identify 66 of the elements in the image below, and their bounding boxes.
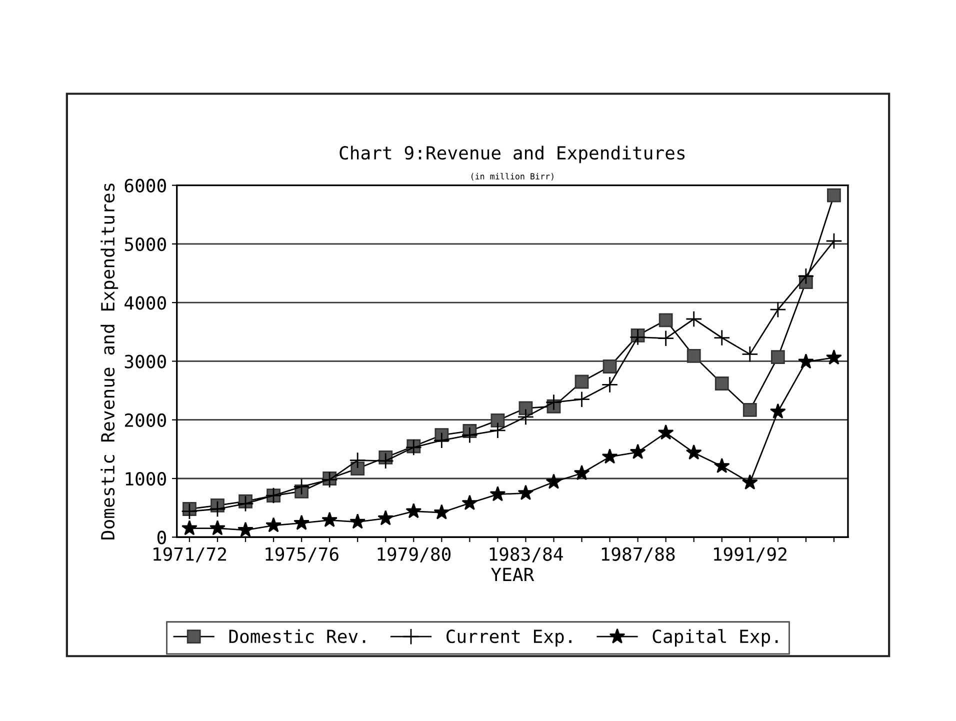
point [798,353,814,369]
point [349,452,366,469]
point [770,403,786,419]
point [293,478,310,496]
x-tick-label: 1983/84 [490,547,563,562]
y-tick-label: 0 [157,530,166,544]
point [461,426,478,444]
y-axis-title: Domestic Revenue and Expenditures [100,184,118,540]
point [742,346,758,363]
y-tick-label: 5000 [124,237,166,252]
legend-label: Current Exp. [446,630,572,647]
x-axis-title: YEAR [491,568,534,582]
x-tick-label: 1975/76 [266,547,338,562]
y-tick-label: 3000 [124,354,166,368]
point [210,520,226,536]
point [574,464,590,480]
point [545,394,562,411]
point [658,424,674,440]
point [601,376,618,394]
point [433,432,450,449]
point [181,503,198,520]
point [322,512,338,528]
point [546,474,562,489]
point [714,329,730,346]
point [629,328,646,346]
point [462,494,478,510]
point [826,232,842,250]
point [602,448,618,464]
point [517,408,534,426]
point [377,452,394,470]
point [742,474,758,490]
point [490,486,506,502]
point [714,458,730,474]
y-tick-label: 1000 [126,472,166,486]
y-tick-label: 4000 [124,296,166,310]
point [686,444,702,460]
x-tick-label: 1971/72 [154,547,226,562]
point [770,301,786,318]
point [406,503,422,518]
point [518,484,534,500]
point [321,471,338,488]
point [798,268,814,285]
point [294,514,310,530]
point [209,500,226,518]
point [686,310,702,328]
point [237,495,254,512]
point [378,510,394,526]
x-tick-label: 1987/88 [602,547,675,562]
legend-label: Domestic Rev. [229,629,366,644]
point [238,522,254,537]
y-tick-label: 6000 [124,178,166,192]
point [573,391,590,408]
point [630,444,646,459]
point [266,517,282,532]
y-tick-label: 2000 [125,413,166,428]
chart-subtitle: (in million Birr) [472,172,554,180]
point [182,520,198,536]
chart-title: Chart 9:Revenue and Expenditures [340,146,685,164]
point [489,422,506,439]
point [434,504,450,520]
point [350,514,366,529]
x-tick-label: 1979/80 [378,547,451,562]
legend-label: Capital Exp. [652,629,778,647]
point [826,349,842,365]
x-tick-label: 1991/92 [714,547,786,562]
point [658,330,674,347]
